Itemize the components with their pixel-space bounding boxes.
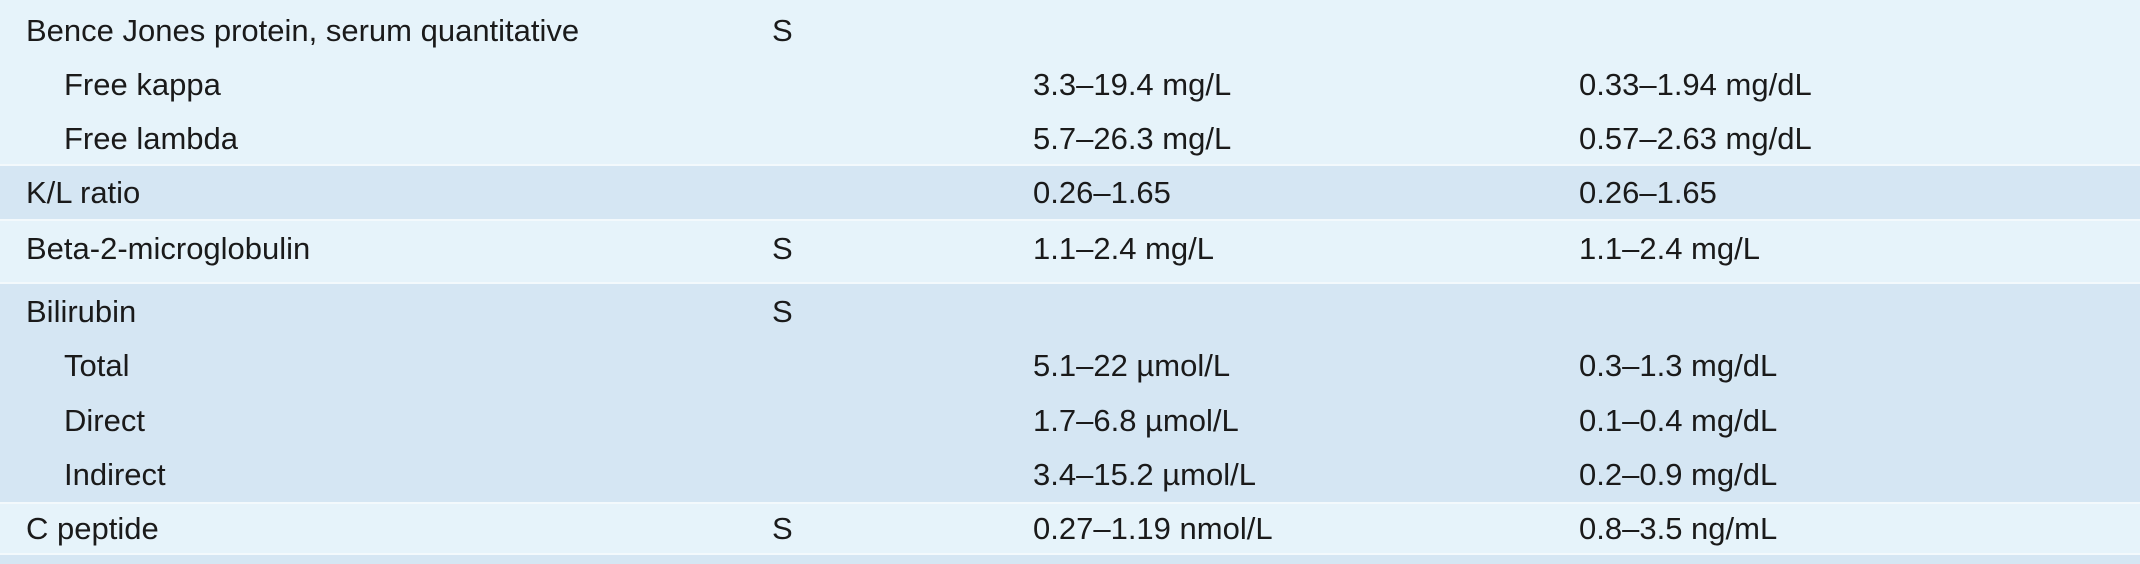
table-row: Bence Jones protein, serum quantitative …	[0, 3, 2140, 58]
si-range-cell: 0.26–1.65	[1033, 175, 1171, 210]
si-range-cell: 3.4–15.2 µmol/L	[1033, 457, 1256, 492]
test-name: Free lambda	[64, 121, 239, 156]
row-divider	[0, 502, 2140, 504]
test-name: Direct	[64, 403, 145, 438]
table-row: Direct 1.7–6.8 µmol/L 0.1–0.4 mg/dL	[0, 393, 2140, 448]
table-row: K/L ratio 0.26–1.65 0.26–1.65	[0, 165, 2140, 220]
conventional-range-cell: 0.3–1.3 mg/dL	[1579, 348, 1778, 383]
test-name: Free kappa	[64, 67, 221, 102]
si-range-cell: 1.7–6.8 µmol/L	[1033, 403, 1239, 438]
test-name: K/L ratio	[26, 175, 141, 210]
si-range-cell: 3.3–19.4 mg/L	[1033, 67, 1232, 102]
specimen-cell: S	[772, 294, 793, 329]
group-kl-ratio	[0, 165, 2140, 220]
table-row: Total 5.1–22 µmol/L 0.3–1.3 mg/dL	[0, 338, 2140, 393]
si-range-cell: 5.7–26.3 mg/L	[1033, 121, 1232, 156]
test-name: Beta-2-microglobulin	[26, 231, 311, 266]
conventional-range-cell: 1.1–2.4 mg/L	[1579, 231, 1760, 266]
table-row: Free lambda 5.7–26.3 mg/L 0.57–2.63 mg/d…	[0, 111, 2140, 166]
group-bence-jones	[0, 0, 2140, 165]
table-row: Free kappa 3.3–19.4 mg/L 0.33–1.94 mg/dL	[0, 57, 2140, 112]
group-beta2	[0, 220, 2140, 283]
test-name: Bence Jones protein, serum quantitative	[26, 13, 580, 48]
group-c-peptide	[0, 503, 2140, 554]
row-divider	[0, 164, 2140, 166]
specimen-cell: S	[772, 13, 793, 48]
row-divider	[0, 282, 2140, 284]
table-row: C peptide S 0.27–1.19 nmol/L 0.8–3.5 ng/…	[0, 501, 2140, 556]
specimen-cell: S	[772, 231, 793, 266]
test-name: Total	[64, 348, 130, 383]
test-name: C peptide	[26, 511, 159, 546]
si-range-cell: 1.1–2.4 mg/L	[1033, 231, 1214, 266]
conventional-range-cell: 0.57–2.63 mg/dL	[1579, 121, 1812, 156]
test-name: Indirect	[64, 457, 166, 492]
row-divider	[0, 219, 2140, 221]
group-bilirubin	[0, 283, 2140, 503]
si-range-cell: 0.27–1.19 nmol/L	[1033, 511, 1273, 546]
test-name: Bilirubin	[26, 294, 137, 329]
table-row: Beta-2-microglobulin S 1.1–2.4 mg/L 1.1–…	[0, 221, 2140, 276]
conventional-range-cell: 0.2–0.9 mg/dL	[1579, 457, 1778, 492]
conventional-range-cell: 0.33–1.94 mg/dL	[1579, 67, 1812, 102]
si-range-cell: 5.1–22 µmol/L	[1033, 348, 1231, 383]
group-next	[0, 554, 2140, 564]
row-divider	[0, 553, 2140, 555]
table-row: Indirect 3.4–15.2 µmol/L 0.2–0.9 mg/dL	[0, 447, 2140, 502]
conventional-range-cell: 0.1–0.4 mg/dL	[1579, 403, 1778, 438]
conventional-range-cell: 0.26–1.65	[1579, 175, 1717, 210]
conventional-range-cell: 0.8–3.5 ng/mL	[1579, 511, 1778, 546]
table-row: Bilirubin S	[0, 284, 2140, 339]
specimen-cell: S	[772, 511, 793, 546]
